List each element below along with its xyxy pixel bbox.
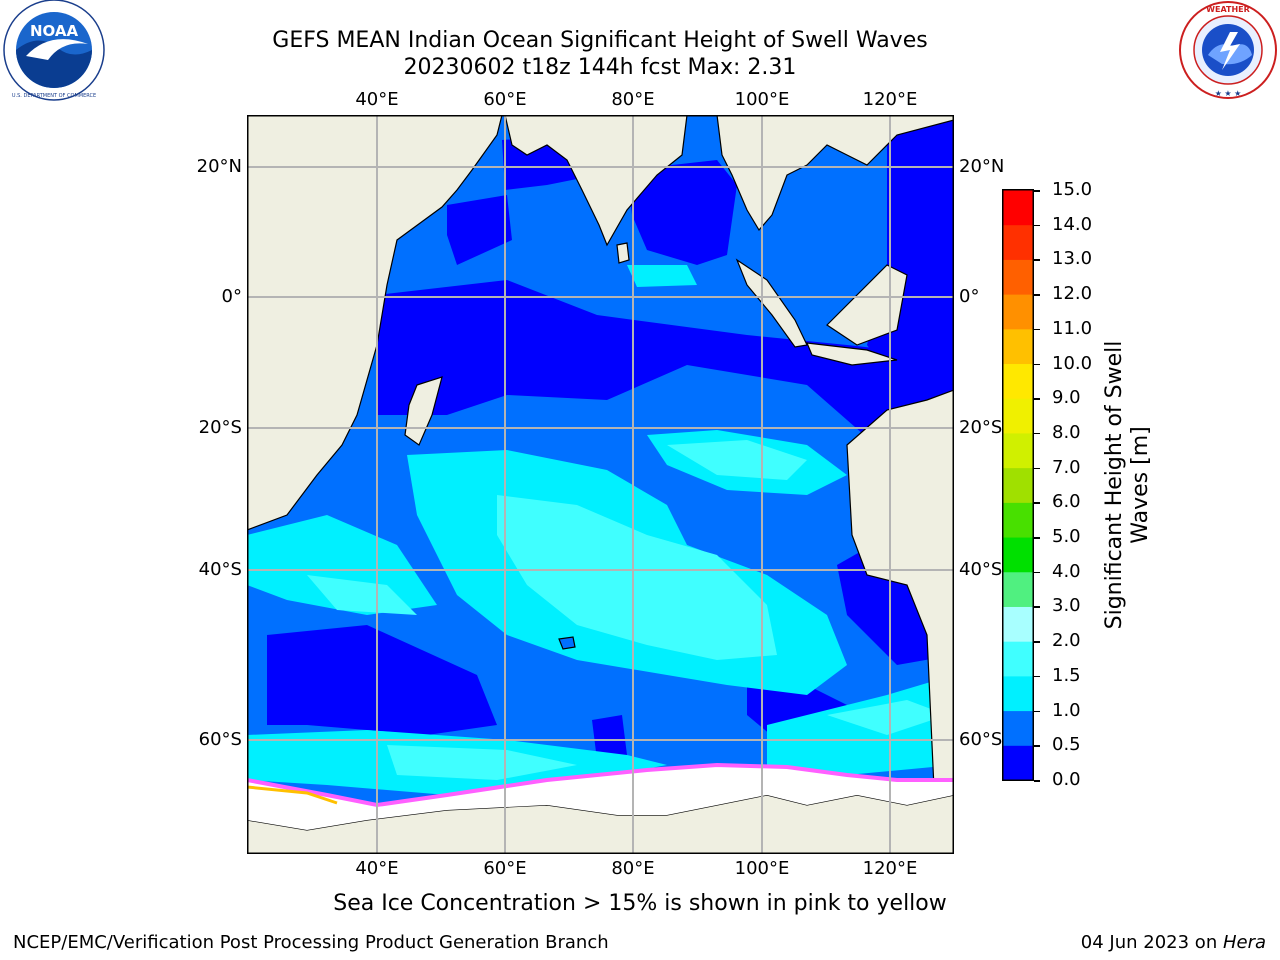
colorbar-tick [1034, 537, 1040, 539]
colorbar-tick [1034, 432, 1040, 435]
lon-label-bottom: 60°E [483, 858, 527, 879]
lat-label-left: 60°S [198, 729, 242, 750]
sea-ice-area [247, 765, 954, 830]
colorbar-tick [1034, 606, 1040, 608]
lat-label-right: 0° [959, 286, 980, 307]
colorbar-segment [1003, 502, 1033, 538]
colorbar-tick-label: 2.0 [1052, 630, 1081, 652]
colorbar-tick-label: 4.0 [1052, 560, 1081, 582]
colorbar-segment [1003, 467, 1033, 503]
colorbar-segment [1003, 294, 1033, 330]
svg-text:WEATHER: WEATHER [1206, 5, 1250, 14]
colorbar-segment [1003, 745, 1033, 781]
colorbar-tick [1034, 363, 1040, 366]
colorbar-tick-label: 10.0 [1052, 352, 1093, 374]
colorbar-tick-label: 11.0 [1052, 317, 1093, 339]
chart-subtitle: 20230602 t18z 144h fcst Max: 2.31 [403, 55, 797, 80]
colorbar-tick [1034, 398, 1040, 400]
footer-left: NCEP/EMC/Verification Post Processing Pr… [13, 932, 609, 953]
colorbar-tick-label: 0.5 [1052, 734, 1081, 756]
colorbar-tick-label: 1.5 [1052, 664, 1081, 686]
lon-label-bottom: 40°E [355, 858, 399, 879]
lon-label-top: 80°E [611, 89, 655, 110]
chart-title: GEFS MEAN Indian Ocean Significant Heigh… [272, 28, 928, 53]
colorbar-tick-label: 3.0 [1052, 595, 1081, 617]
caption: Sea Ice Concentration > 15% is shown in … [333, 891, 947, 916]
colorbar-tick [1034, 224, 1040, 227]
colorbar-tick-label: 1.0 [1052, 699, 1081, 721]
colorbar-tick-label: 5.0 [1052, 526, 1081, 548]
colorbar-segment [1003, 537, 1033, 573]
lat-label-left: 20°S [198, 417, 242, 438]
lat-label-left: 40°S [198, 559, 242, 580]
colorbar-tick [1034, 571, 1040, 574]
colorbar-tick [1034, 190, 1040, 192]
colorbar-tick-label: 15.0 [1052, 179, 1093, 200]
colorbar-tick [1034, 710, 1040, 713]
swell-band-1.5-2 [307, 440, 947, 780]
colorbar [1002, 189, 1034, 781]
colorbar-tick-label: 8.0 [1052, 421, 1081, 443]
nws-logo: WEATHER ★ ★ ★ [1179, 1, 1277, 99]
colorbar-tick [1034, 294, 1040, 296]
lat-label-right: 20°N [959, 156, 1005, 177]
colorbar-tick [1034, 502, 1040, 504]
lon-label-top: 100°E [734, 89, 790, 110]
footer-right: 04 Jun 2023 on Hera [1080, 932, 1266, 953]
colorbar-tick [1034, 675, 1040, 678]
land-masses [247, 115, 954, 854]
colorbar-segment [1003, 641, 1033, 677]
colorbar-segment [1003, 710, 1033, 746]
colorbar-segment [1003, 571, 1033, 607]
colorbar-segment [1003, 675, 1033, 712]
colorbar-tick [1034, 745, 1040, 747]
colorbar-tick [1034, 259, 1040, 261]
lon-label-bottom: 80°E [611, 858, 655, 879]
colorbar-tick-label: 7.0 [1052, 456, 1081, 478]
lat-label-left: 20°N [196, 156, 242, 177]
lon-label-top: 40°E [355, 89, 399, 110]
colorbar-tick [1034, 467, 1040, 470]
colorbar-segment [1003, 224, 1033, 260]
colorbar-segment [1003, 398, 1033, 434]
map-panel [247, 115, 954, 854]
lat-label-right: 20°S [959, 417, 1003, 438]
lon-label-top: 60°E [483, 89, 527, 110]
colorbar-tick-label: 14.0 [1052, 213, 1093, 235]
colorbar-tick-label: 9.0 [1052, 387, 1081, 409]
colorbar-tick-label: 6.0 [1052, 491, 1081, 513]
colorbar-segment [1003, 432, 1033, 469]
colorbar-segment [1003, 190, 1033, 226]
lon-label-bottom: 120°E [862, 858, 918, 879]
colorbar-tick-label: 12.0 [1052, 283, 1093, 305]
colorbar-tick-label: 0.0 [1052, 769, 1081, 790]
lon-label-bottom: 100°E [734, 858, 790, 879]
colorbar-segment [1003, 606, 1033, 642]
lon-label-top: 120°E [862, 89, 918, 110]
colorbar-segment [1003, 363, 1033, 399]
noaa-logo: NOAA U.S. DEPARTMENT OF COMMERCE [3, 0, 105, 101]
colorbar-tick [1034, 328, 1040, 331]
lat-label-right: 60°S [959, 729, 1003, 750]
colorbar-tick [1034, 780, 1040, 782]
colorbar-tick-label: 13.0 [1052, 248, 1093, 270]
map-frame [247, 115, 954, 854]
svg-text:★ ★ ★: ★ ★ ★ [1215, 89, 1242, 98]
colorbar-tick [1034, 641, 1040, 643]
sea-ice-edge [247, 762, 954, 808]
graticule [247, 115, 954, 854]
colorbar-segment [1003, 259, 1033, 295]
noaa-logo-text: NOAA [30, 22, 79, 40]
svg-text:U.S. DEPARTMENT OF COMMERCE: U.S. DEPARTMENT OF COMMERCE [12, 93, 96, 99]
lat-label-left: 0° [221, 286, 242, 307]
colorbar-segment [1003, 328, 1033, 365]
lat-label-right: 40°S [959, 559, 1003, 580]
